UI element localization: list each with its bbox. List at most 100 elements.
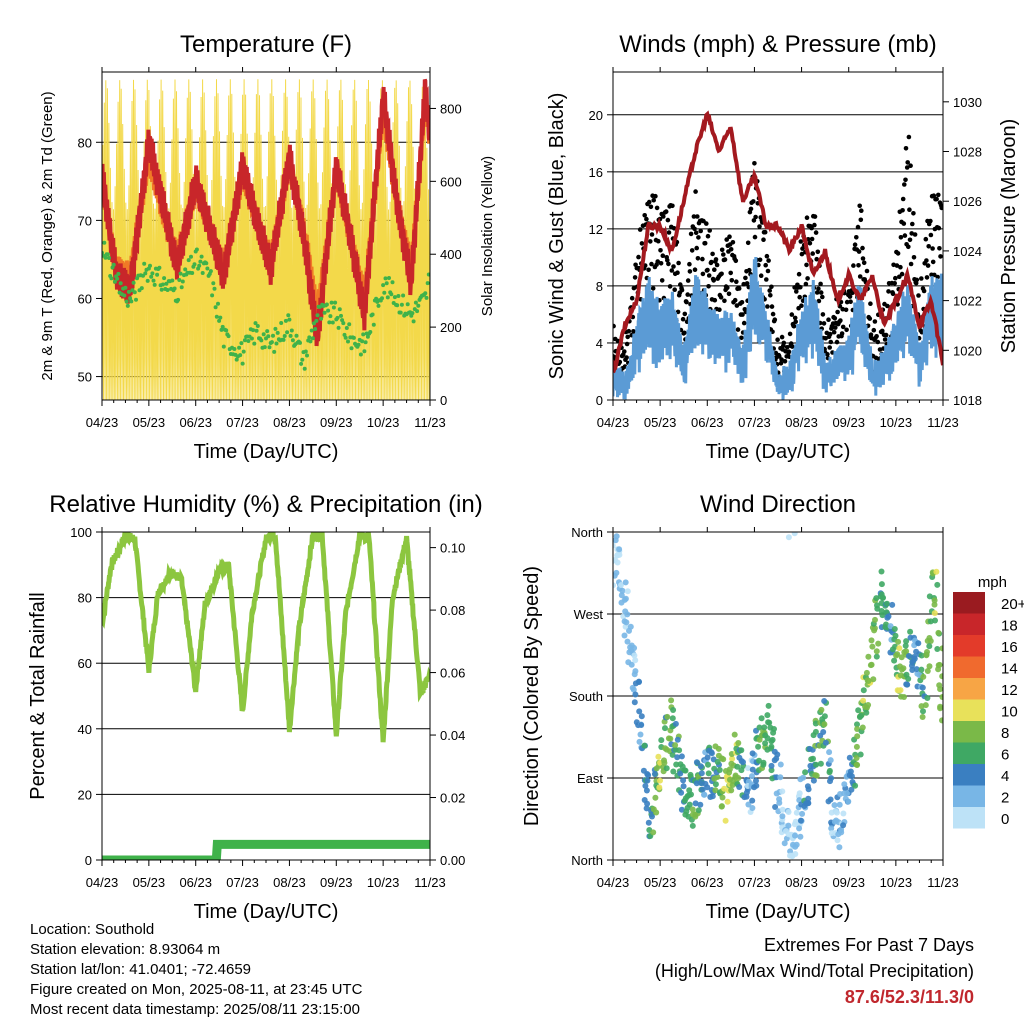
gust-point <box>838 318 843 323</box>
direction-point <box>924 668 931 674</box>
rainfall-line <box>102 839 430 860</box>
gust-point <box>833 325 838 330</box>
direction-point <box>764 712 771 719</box>
colorbar-swatch <box>953 721 985 743</box>
direction-point <box>693 780 700 787</box>
gust-point <box>717 307 722 313</box>
colorbar-label: 4 <box>1001 768 1009 785</box>
x-tick-label: 07/23 <box>738 415 771 430</box>
colorbar-swatch <box>953 613 985 635</box>
direction-point <box>619 587 626 594</box>
direction-point <box>937 703 943 710</box>
direction-point <box>699 786 706 793</box>
gust-point <box>938 254 943 259</box>
y-right-tick-label: 400 <box>440 247 462 262</box>
gust-point <box>649 232 655 237</box>
dewpoint-point <box>105 252 110 257</box>
direction-point <box>863 669 870 676</box>
dewpoint-point <box>349 346 354 351</box>
gust-point <box>751 199 756 204</box>
gust-point <box>748 206 754 212</box>
direction-point <box>677 761 684 768</box>
dewpoint-point <box>401 293 406 298</box>
direction-point <box>834 837 841 844</box>
direction-point <box>672 720 679 727</box>
dewpoint-point <box>118 281 123 286</box>
direction-point <box>669 751 676 758</box>
y-tick-label: West <box>574 607 604 622</box>
dewpoint-point <box>319 316 324 321</box>
direction-point <box>655 753 662 760</box>
gust-point <box>712 297 718 303</box>
x-tick-label: 07/23 <box>226 415 259 430</box>
direction-point <box>821 698 828 704</box>
direction-point <box>674 754 681 761</box>
direction-point <box>773 755 780 762</box>
gust-point <box>636 254 641 260</box>
direction-point <box>911 655 918 662</box>
direction-point <box>768 762 775 769</box>
direction-point <box>810 777 817 784</box>
gust-point <box>779 334 785 340</box>
dewpoint-point <box>176 297 181 302</box>
y-axis-label: 2m & 9m T (Red, Orange) & 2m Td (Green) <box>39 91 56 380</box>
direction-point <box>817 760 824 767</box>
colorbar-swatch <box>953 785 985 807</box>
dewpoint-point <box>251 328 256 333</box>
y-right-tick-label: 600 <box>440 174 462 189</box>
dewpoint-point <box>374 296 379 301</box>
x-tick-label: 06/23 <box>691 415 724 430</box>
gust-point <box>705 267 710 273</box>
plot-area <box>102 532 430 860</box>
direction-point <box>656 784 663 791</box>
direction-point <box>753 777 759 784</box>
dewpoint-point <box>255 324 260 328</box>
gust-point <box>868 301 873 307</box>
y-right-axis-label: Solar Insolation (Yellow) <box>479 156 496 316</box>
gust-point <box>728 247 734 252</box>
gust-point <box>757 257 763 263</box>
dewpoint-point <box>380 296 384 301</box>
dewpoint-point <box>416 303 421 308</box>
direction-point <box>918 652 925 659</box>
direction-point <box>697 763 704 770</box>
gust-point <box>898 235 904 240</box>
gust-point <box>867 316 873 321</box>
direction-point <box>891 657 898 664</box>
direction-point <box>857 751 864 758</box>
gust-point <box>680 316 686 322</box>
gust-point <box>700 256 705 262</box>
dewpoint-point <box>405 302 410 307</box>
dewpoint-point <box>116 271 121 276</box>
dewpoint-point <box>351 335 356 340</box>
direction-point <box>756 757 762 764</box>
gust-point <box>682 311 688 317</box>
x-tick-label: 07/23 <box>226 875 259 890</box>
direction-point <box>797 817 804 824</box>
y-tick-label: 80 <box>78 591 92 606</box>
gust-point <box>692 226 697 232</box>
gust-point <box>765 268 771 274</box>
direction-point <box>869 643 876 650</box>
direction-point <box>818 706 825 713</box>
dewpoint-point <box>356 342 361 347</box>
direction-point <box>613 542 616 549</box>
pressure-line <box>613 110 943 374</box>
gust-point <box>629 295 635 301</box>
direction-point <box>878 608 885 614</box>
direction-point <box>897 687 904 694</box>
gust-point <box>905 160 910 165</box>
dewpoint-point <box>370 312 375 317</box>
gust-point <box>908 163 913 168</box>
direction-point <box>616 546 623 553</box>
direction-point <box>879 594 886 601</box>
colorbar-label: 6 <box>1001 747 1009 764</box>
direction-point <box>868 637 875 644</box>
gust-point <box>825 352 830 357</box>
gust-point <box>794 289 799 294</box>
direction-point <box>926 663 933 670</box>
gust-point <box>928 232 934 238</box>
direction-point <box>826 749 833 756</box>
direction-point <box>657 777 663 784</box>
dewpoint-point <box>399 302 404 307</box>
